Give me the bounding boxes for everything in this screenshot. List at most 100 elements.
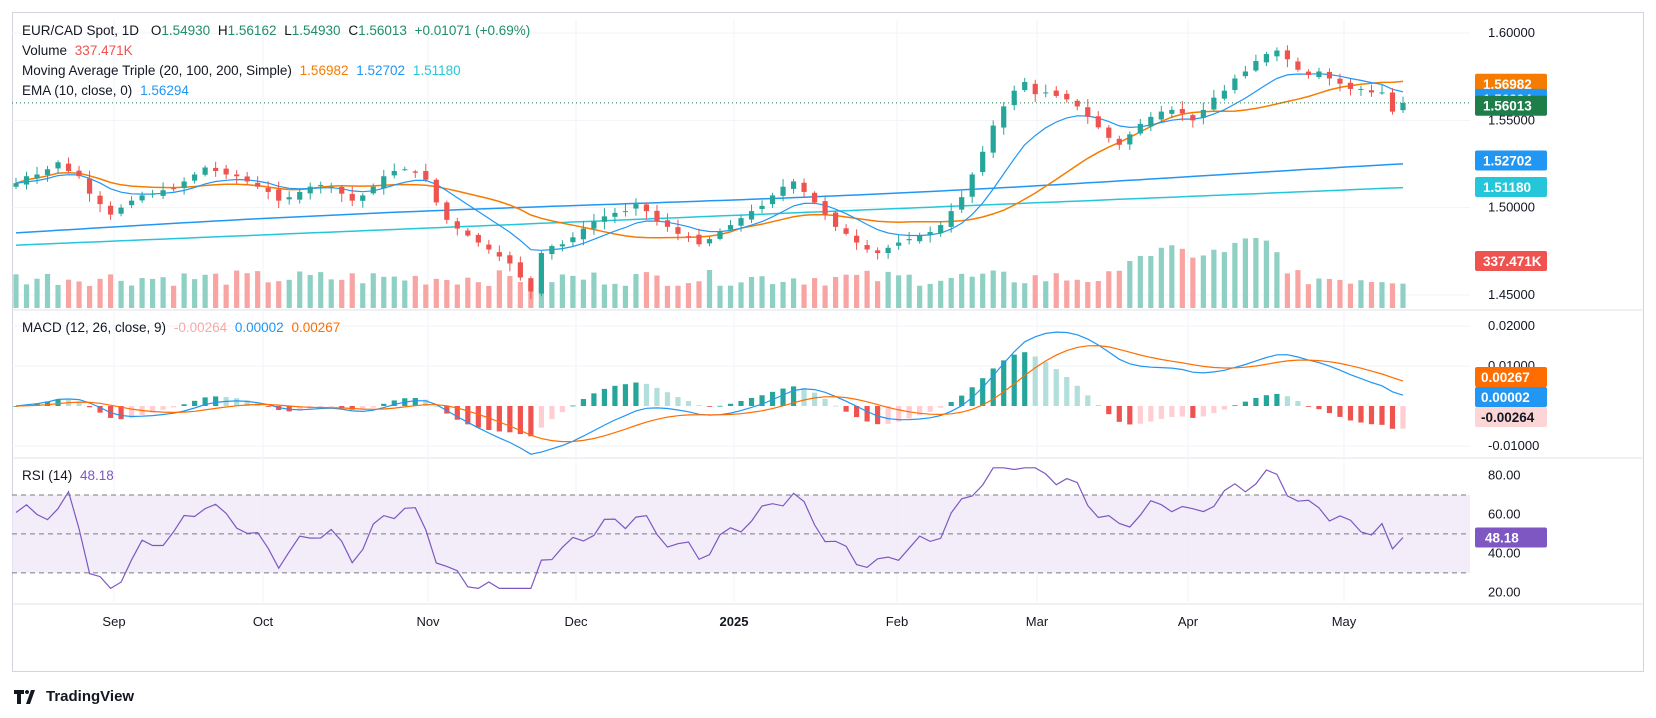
- candle-body: [55, 162, 61, 169]
- tradingview-logo[interactable]: TradingView: [14, 688, 134, 705]
- macd-histogram-bar: [622, 384, 629, 406]
- volume-bar: [139, 278, 145, 308]
- candle-body: [917, 235, 923, 242]
- volume-bar: [969, 276, 975, 308]
- macd-histogram-bar: [917, 406, 923, 416]
- price-label-text: 1.52702: [1483, 154, 1532, 169]
- candle-body: [1242, 71, 1248, 77]
- candle-body: [1137, 123, 1143, 134]
- candle-body: [1190, 115, 1196, 121]
- candle-body: [381, 176, 387, 189]
- volume-bar: [959, 273, 965, 308]
- time-tick-label: Mar: [1026, 614, 1049, 629]
- candle-body: [801, 182, 807, 192]
- volume-bar: [1295, 270, 1301, 308]
- volume-bar: [276, 281, 282, 308]
- volume-bar: [223, 284, 229, 308]
- macd-histogram-bar: [1253, 397, 1259, 406]
- candle-body: [1379, 92, 1385, 94]
- macd-histogram-bar: [44, 401, 51, 406]
- volume-bar: [1337, 279, 1343, 308]
- volume-bar: [1263, 240, 1270, 308]
- rsi-tick-label: 40.00: [1488, 545, 1521, 560]
- macd-histogram-bar: [664, 392, 671, 406]
- volume-bar: [128, 285, 135, 308]
- volume-bar: [1379, 282, 1385, 308]
- candle-body: [885, 247, 891, 254]
- volume-bar: [339, 279, 345, 308]
- macd-histogram-bar: [1001, 360, 1007, 406]
- volume-bar: [727, 285, 734, 308]
- volume-bar: [780, 281, 786, 308]
- candle-body: [13, 183, 19, 187]
- candle-body: [391, 170, 397, 176]
- volume-bar: [86, 285, 93, 308]
- volume-bar: [769, 284, 776, 308]
- macd-hist-value: -0.00264: [173, 320, 228, 335]
- volume-bar: [570, 275, 576, 308]
- candle-body: [1337, 78, 1343, 84]
- volume-bar: [759, 276, 765, 308]
- volume-bar: [643, 272, 650, 308]
- volume-bar: [927, 283, 933, 308]
- candle-body: [1116, 138, 1122, 145]
- price-label-text: 337.471K: [1483, 254, 1542, 269]
- candle-body: [1368, 90, 1375, 93]
- candle-body: [86, 178, 93, 194]
- candle-body: [559, 244, 565, 247]
- candle-body: [612, 212, 618, 217]
- macd-histogram-bar: [381, 403, 387, 406]
- candle-body: [528, 278, 534, 292]
- macd-histogram-bar: [843, 406, 849, 412]
- macd-histogram-bar: [391, 400, 397, 406]
- volume-bar: [738, 282, 744, 308]
- macd-histogram-bar: [1116, 406, 1122, 422]
- candle-body: [244, 176, 250, 182]
- macd-histogram-bar: [412, 398, 418, 406]
- candle-body: [517, 262, 523, 278]
- candle-body: [423, 170, 429, 180]
- candle-body: [549, 246, 555, 255]
- macd-histogram-bar: [192, 400, 198, 406]
- macd-histogram-bar: [149, 406, 156, 413]
- volume-bar: [412, 275, 418, 308]
- ma100-line: [15, 163, 1404, 234]
- time-tick-label: Feb: [886, 614, 908, 629]
- rsi-label: RSI (14): [22, 468, 73, 483]
- volume-bar: [1127, 260, 1133, 308]
- macd-label-box: [1475, 387, 1547, 407]
- macd-histogram-bar: [202, 397, 208, 406]
- candle-body: [307, 186, 313, 194]
- candle-body: [23, 176, 30, 185]
- candle-body: [622, 211, 629, 213]
- macd-histogram-bar: [234, 398, 240, 406]
- candle-body: [402, 169, 408, 171]
- volume-bar: [854, 274, 860, 308]
- macd-legend: MACD (12, 26, close, 9) -0.00264 0.00002…: [22, 318, 344, 338]
- volume-bar: [265, 282, 271, 308]
- candle-body: [1221, 90, 1227, 99]
- macd-label-box: [1475, 407, 1547, 427]
- candle-body: [181, 181, 187, 188]
- candle-body: [412, 171, 418, 173]
- candle-body: [959, 197, 965, 210]
- volume-bar: [1200, 255, 1206, 308]
- volume-bar: [612, 283, 618, 308]
- open-label: O: [150, 23, 162, 38]
- macd-histogram-bar: [1022, 352, 1028, 406]
- volume-bar: [1242, 238, 1248, 308]
- candle-body: [1095, 116, 1101, 128]
- price-tick-label: 1.50000: [1488, 200, 1535, 215]
- rsi-tick-label: 60.00: [1488, 506, 1521, 521]
- candle-body: [160, 190, 166, 196]
- macd-histogram-bar: [706, 406, 713, 407]
- candle-body: [297, 191, 303, 200]
- volume-bar: [1316, 278, 1322, 308]
- volume-bar: [938, 280, 944, 308]
- candle-body: [433, 179, 439, 203]
- candle-body: [139, 195, 145, 201]
- high-label: H: [217, 23, 228, 38]
- candle-body: [255, 182, 261, 187]
- volume-bar: [1274, 252, 1280, 308]
